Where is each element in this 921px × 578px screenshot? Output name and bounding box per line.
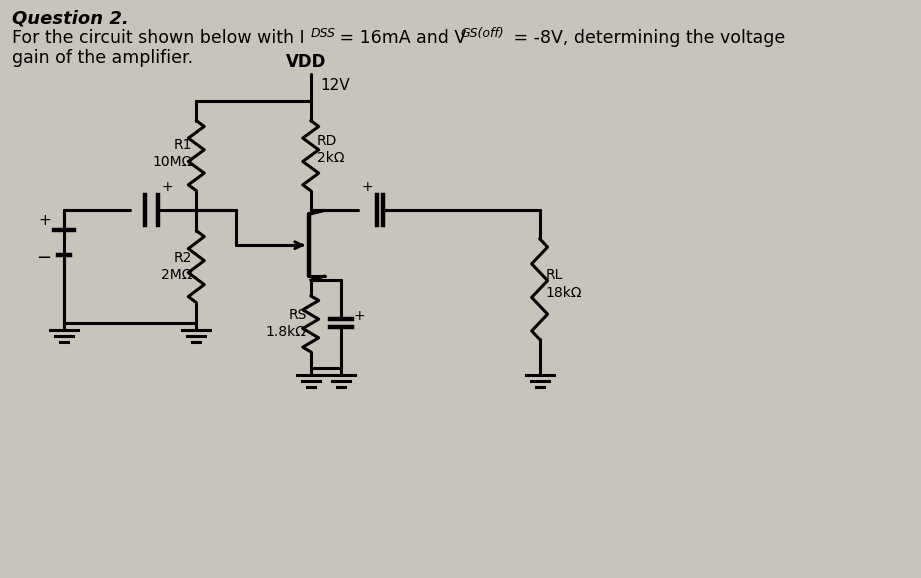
- Text: +: +: [362, 180, 373, 194]
- Text: For the circuit shown below with I: For the circuit shown below with I: [12, 29, 305, 47]
- Text: −: −: [36, 249, 51, 267]
- Text: gain of the amplifier.: gain of the amplifier.: [12, 49, 193, 67]
- Text: R2
2MΩ: R2 2MΩ: [161, 251, 192, 282]
- Text: RD
2kΩ: RD 2kΩ: [317, 134, 344, 165]
- Text: R1
10MΩ: R1 10MΩ: [152, 138, 192, 169]
- Text: RL
18kΩ: RL 18kΩ: [545, 268, 582, 299]
- Text: VDD: VDD: [286, 53, 326, 71]
- Text: = -8V, determining the voltage: = -8V, determining the voltage: [507, 29, 785, 47]
- Text: DSS: DSS: [310, 27, 335, 40]
- Text: +: +: [354, 309, 365, 323]
- Text: 12V: 12V: [321, 78, 350, 93]
- Text: GS(off): GS(off): [460, 27, 504, 40]
- Text: RS
1.8kΩ: RS 1.8kΩ: [266, 308, 307, 339]
- Text: = 16mA and V: = 16mA and V: [333, 29, 466, 47]
- Text: +: +: [161, 180, 173, 194]
- Text: +: +: [39, 213, 51, 228]
- Text: Question 2.: Question 2.: [12, 9, 129, 27]
